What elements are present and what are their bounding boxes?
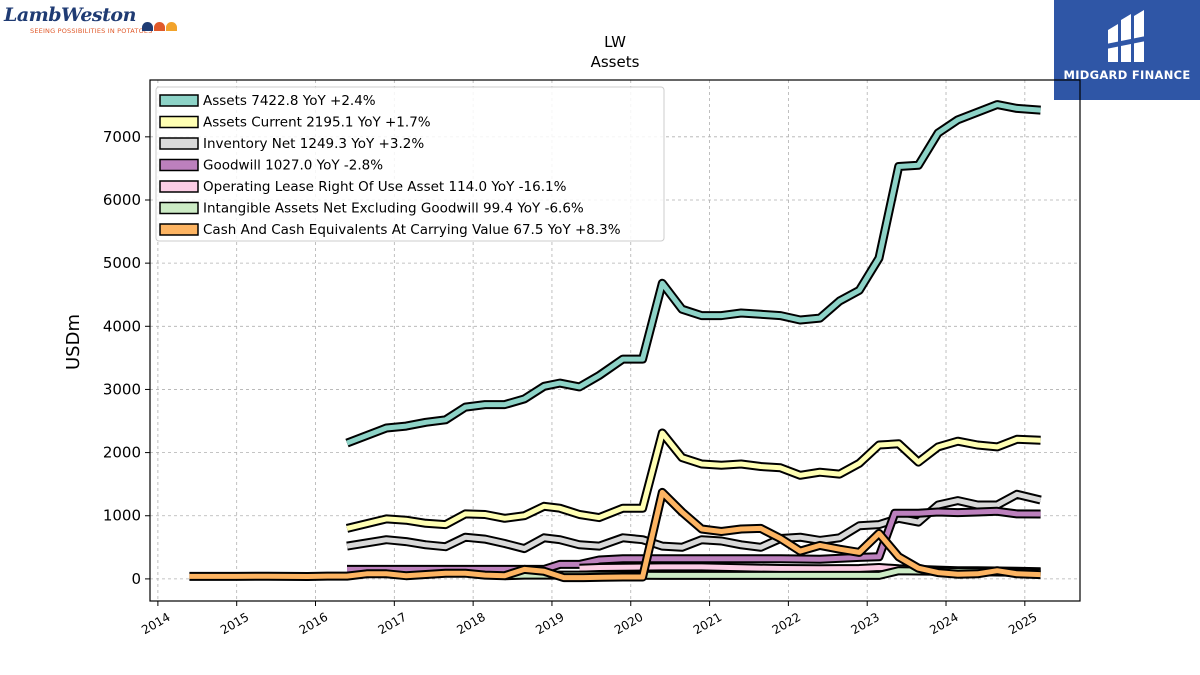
x-tick-label: 2017 <box>376 610 409 637</box>
legend-entry: Goodwill 1027.0 YoY -2.8% <box>203 158 383 174</box>
legend-swatch <box>159 201 199 215</box>
plot-frame <box>149 79 1081 602</box>
x-tick-label: 2018 <box>454 610 487 637</box>
series-line <box>189 489 1041 581</box>
brand-dot <box>142 22 153 31</box>
y-axis-label: USDm <box>63 314 84 370</box>
legend-entry: Assets 7422.8 YoY +2.4% <box>203 93 376 109</box>
legend-swatch <box>159 137 199 150</box>
legend-entry: Operating Lease Right Of Use Asset 114.0… <box>203 179 567 195</box>
x-tick-label: 2022 <box>770 610 803 637</box>
legend-box <box>155 86 665 242</box>
brand-wordmark: LambWeston <box>4 4 136 26</box>
chart-subtitle: Assets <box>591 53 640 71</box>
x-tick-label: 2014 <box>139 610 172 637</box>
series-line <box>346 430 1041 531</box>
legend-swatch <box>159 180 199 193</box>
x-tick-label: 2021 <box>691 610 724 637</box>
legend-swatch <box>159 158 199 172</box>
x-tick-label: 2025 <box>1006 610 1039 637</box>
legend-entry: Cash And Cash Equivalents At Carrying Va… <box>203 222 621 238</box>
brand-dots-icon <box>142 16 178 35</box>
x-tick-label: 2020 <box>612 610 645 637</box>
y-tick-label: 1000 <box>103 507 141 525</box>
lamb-weston-logo: LambWeston SEEING POSSIBILITIES IN POTAT… <box>4 4 204 44</box>
y-axis-ticks: 0 1000 2000 3000 4000 5000 6000 7000 <box>103 128 150 588</box>
legend-swatch <box>159 115 199 129</box>
y-tick-label: 4000 <box>103 317 141 335</box>
y-tick-label: 5000 <box>103 254 141 272</box>
y-tick-label: 7000 <box>103 128 141 146</box>
legend: Assets 7422.8 YoY +2.4% Assets Current 21… <box>155 86 665 242</box>
x-tick-label: 2019 <box>533 610 566 637</box>
x-tick-label: 2023 <box>848 610 881 637</box>
midgard-mark-icon <box>1106 10 1146 62</box>
brand-dot <box>166 22 177 31</box>
legend-entry: Intangible Assets Net Excluding Goodwill… <box>203 201 584 217</box>
y-tick-label: 0 <box>131 570 141 588</box>
legend-swatch <box>159 223 199 236</box>
legend-entry: Inventory Net 1249.3 YoY +3.2% <box>203 136 424 152</box>
series-line <box>347 508 1041 572</box>
y-tick-label: 2000 <box>103 444 141 462</box>
x-tick-label: 2016 <box>297 610 330 637</box>
x-axis-ticks: 2014 2015 2016 2017 2018 2019 2020 2021 2022 2023… <box>139 601 1040 637</box>
midgard-brand-name: MIDGARD FINANCE <box>1063 68 1191 82</box>
chart-title: LW <box>604 33 626 51</box>
brand-dot <box>154 22 165 31</box>
y-tick-label: 6000 <box>103 191 141 209</box>
series-lines <box>189 100 1042 583</box>
legend-entry: Assets Current 2195.1 YoY +1.7% <box>203 115 431 131</box>
x-tick-label: 2015 <box>218 610 251 637</box>
brand-tagline: SEEING POSSIBILITIES IN POTATOES <box>30 27 153 35</box>
midgard-logo: MIDGARD FINANCE <box>1054 0 1200 100</box>
x-tick-label: 2024 <box>927 610 960 637</box>
legend-swatch <box>159 94 199 107</box>
y-tick-label: 3000 <box>103 380 141 398</box>
series-line <box>346 102 1041 446</box>
